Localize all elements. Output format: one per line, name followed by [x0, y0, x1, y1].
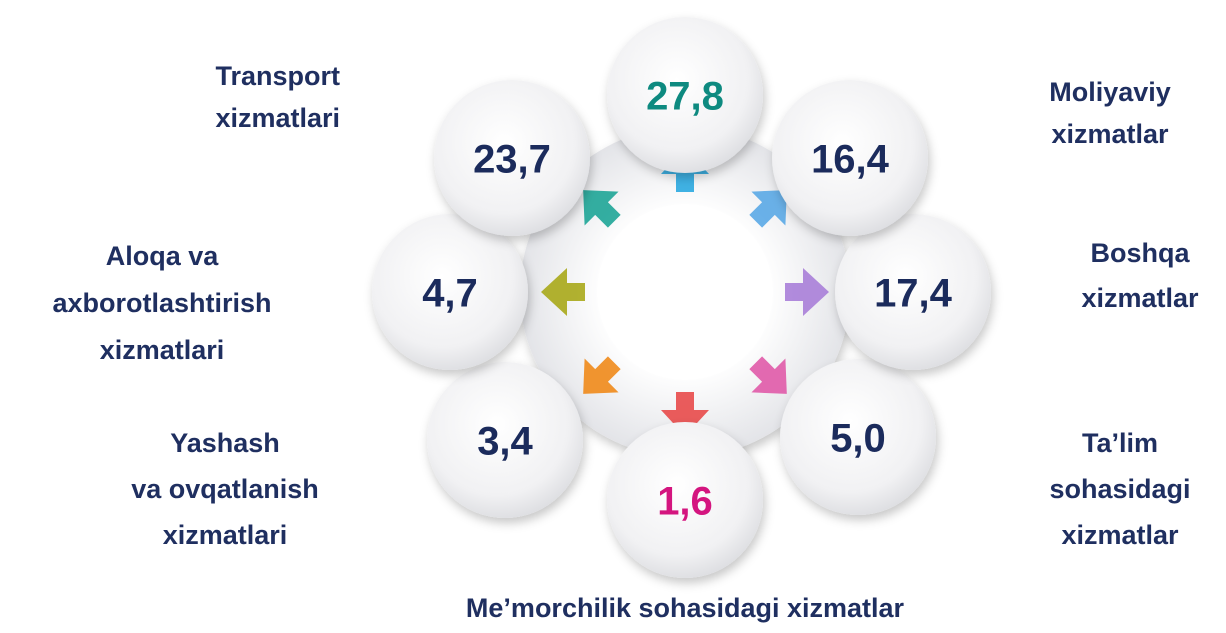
bubble — [780, 359, 936, 515]
value: 17,4 — [874, 272, 953, 316]
label: Moliyaviy — [1049, 77, 1171, 107]
diagram-body: 27,8 16,4 Moliyaviy xizmatlar 17,4 Boshqa xizm… — [52, 17, 1199, 623]
label: Aloqa va — [106, 241, 220, 271]
value: 5,0 — [830, 417, 886, 461]
value: 4,7 — [422, 272, 478, 316]
arrow — [785, 268, 829, 316]
bubble — [427, 362, 583, 518]
bubble — [372, 214, 528, 370]
label: xizmatlar — [1051, 119, 1169, 149]
bubble — [772, 80, 928, 236]
center-hole — [597, 204, 773, 380]
arrow — [583, 356, 621, 394]
arrow — [541, 268, 585, 316]
arrow — [583, 190, 621, 228]
label: xizmatlari — [100, 335, 225, 365]
value: 16,4 — [811, 138, 890, 182]
value: 23,7 — [473, 138, 551, 182]
bubble — [434, 80, 590, 236]
bubble — [835, 214, 991, 370]
label: xizmatlar — [1081, 283, 1199, 313]
label: sohasidagi — [1049, 474, 1190, 504]
label: xizmatlari — [215, 103, 340, 133]
arrow — [661, 392, 709, 436]
label: xizmatlar — [1061, 520, 1179, 550]
label: Ta’lim — [1082, 428, 1158, 458]
value: 1,6 — [657, 480, 713, 524]
label: Yashash — [170, 428, 280, 458]
bubble — [607, 422, 763, 578]
value: 3,4 — [477, 420, 533, 464]
label: axborotlashtirish — [52, 288, 271, 318]
label: Transport — [215, 61, 340, 91]
arrow — [749, 190, 787, 228]
label: Me’morchilik sohasidagi xizmatlar — [466, 593, 905, 623]
label: xizmatlari — [163, 520, 288, 550]
label: va ovqatlanish — [131, 474, 319, 504]
arrow — [749, 356, 787, 394]
label: Boshqa — [1090, 238, 1190, 268]
bubble — [607, 17, 763, 173]
value: 27,8 — [646, 75, 724, 119]
